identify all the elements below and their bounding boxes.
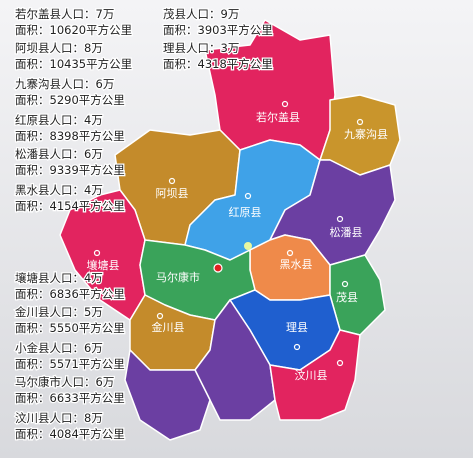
area-text: 面积：4318平方公里: [163, 57, 273, 71]
region-label: 红原县: [229, 206, 262, 219]
population-text: 红原县人口：4万: [15, 113, 103, 127]
label-dot: [213, 263, 223, 273]
region-label: 汶川县: [295, 368, 328, 382]
area-text: 面积：8398平方公里: [15, 129, 125, 143]
label-dot: [168, 177, 176, 185]
area-text: 面积：4154平方公里: [15, 199, 125, 213]
region-label: 壤塘县: [87, 258, 120, 272]
label-dot: [293, 343, 301, 351]
population-text: 金川县人口：5万: [15, 305, 103, 319]
label-dot: [156, 312, 164, 320]
population-text: 九寨沟县人口：6万: [15, 77, 114, 91]
region-label: 茂县: [336, 290, 358, 304]
area-text: 面积：3903平方公里: [163, 23, 273, 37]
label-dot: [281, 100, 289, 108]
region-label: 马尔康市: [156, 270, 200, 284]
map: [59, 19, 401, 441]
label-dot: [336, 215, 344, 223]
region-label: 金川县: [152, 320, 185, 334]
region: [269, 329, 361, 421]
label-dot: [356, 118, 364, 126]
population-text: 壤塘县人口：4万: [15, 271, 103, 285]
label-dot: [336, 359, 344, 367]
label-dot: [93, 249, 101, 257]
population-text: 理县人口：3万: [163, 41, 239, 55]
population-text: 马尔康市人口：6万: [15, 375, 114, 389]
region-label: 若尔盖县: [256, 110, 300, 124]
area-text: 面积：10435平方公里: [15, 57, 132, 71]
area-text: 面积：5290平方公里: [15, 93, 125, 107]
population-text: 小金县人口：6万: [15, 341, 103, 355]
region: [194, 299, 276, 421]
population-text: 汶川县人口：8万: [15, 411, 103, 425]
area-text: 面积：9339平方公里: [15, 163, 125, 177]
label-dot: [341, 280, 349, 288]
area-text: 面积：10620平方公里: [15, 23, 132, 37]
population-text: 茂县人口：9万: [163, 7, 239, 21]
label-dot: [244, 192, 252, 200]
area-text: 面积：5571平方公里: [15, 357, 125, 371]
region-label: 松潘县: [330, 225, 363, 239]
area-text: 面积：4084平方公里: [15, 427, 125, 441]
population-text: 若尔盖县人口：7万: [15, 7, 114, 21]
region-label: 九寨沟县: [344, 127, 388, 141]
population-text: 阿坝县人口：8万: [15, 41, 103, 55]
area-text: 面积：5550平方公里: [15, 321, 125, 335]
marker: [244, 242, 252, 250]
label-dot: [286, 249, 294, 257]
region: [124, 349, 211, 441]
population-text: 黑水县人口：4万: [15, 183, 103, 197]
region-label: 理县: [286, 321, 308, 334]
population-text: 松潘县人口：6万: [15, 147, 103, 161]
area-text: 面积：6633平方公里: [15, 391, 125, 405]
area-text: 面积：6836平方公里: [15, 287, 125, 301]
region-label: 黑水县: [280, 258, 313, 271]
region-label: 阿坝县: [156, 186, 189, 200]
